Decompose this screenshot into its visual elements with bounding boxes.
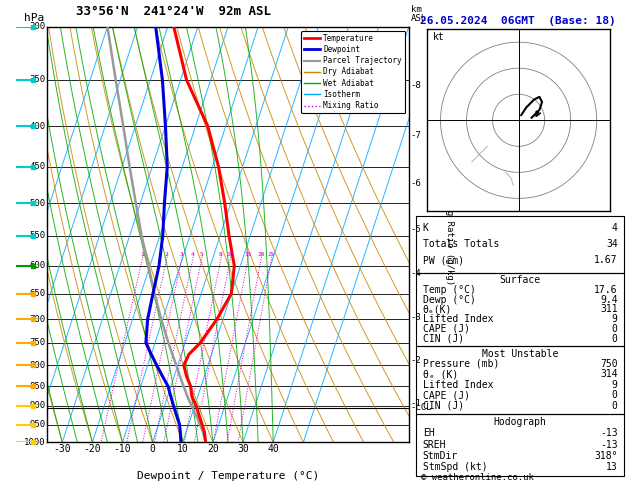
Text: -13: -13: [600, 439, 618, 450]
Text: Surface: Surface: [499, 275, 541, 285]
Text: hPa: hPa: [24, 13, 44, 22]
Text: 314: 314: [600, 369, 618, 380]
Text: 9: 9: [612, 314, 618, 324]
Text: 4: 4: [612, 223, 618, 233]
Text: -4: -4: [411, 269, 421, 278]
Bar: [416, 274, 624, 346]
Text: 500: 500: [29, 199, 45, 208]
Text: Dewp (°C): Dewp (°C): [423, 295, 476, 305]
Text: 800: 800: [29, 361, 45, 370]
Text: 30: 30: [237, 444, 249, 454]
Text: 9.4: 9.4: [600, 295, 618, 305]
Text: 20: 20: [257, 252, 265, 257]
Text: -30: -30: [53, 444, 71, 454]
Text: K: K: [423, 223, 428, 233]
Text: 0: 0: [612, 390, 618, 400]
Text: -10: -10: [114, 444, 131, 454]
Text: Most Unstable: Most Unstable: [482, 348, 559, 359]
Text: © weatheronline.co.uk: © weatheronline.co.uk: [421, 473, 534, 482]
Text: PW (cm): PW (cm): [423, 256, 464, 265]
Text: CAPE (J): CAPE (J): [423, 390, 470, 400]
Text: km
ASL: km ASL: [411, 5, 427, 22]
Bar: [416, 414, 624, 476]
Bar: [416, 346, 624, 414]
Text: 850: 850: [29, 382, 45, 391]
Bar: [416, 216, 624, 274]
Text: 17.6: 17.6: [594, 285, 618, 295]
Text: θₑ(K): θₑ(K): [423, 304, 452, 314]
Text: StmDir: StmDir: [423, 451, 458, 461]
Text: 1000: 1000: [24, 438, 45, 447]
Text: 26.05.2024  06GMT  (Base: 18): 26.05.2024 06GMT (Base: 18): [420, 16, 616, 26]
Text: 0: 0: [612, 400, 618, 411]
Text: 318°: 318°: [594, 451, 618, 461]
Text: Hodograph: Hodograph: [494, 417, 547, 427]
Text: 9: 9: [612, 380, 618, 390]
Text: 10: 10: [177, 444, 189, 454]
Text: CIN (J): CIN (J): [423, 333, 464, 344]
Text: 300: 300: [29, 22, 45, 31]
Text: kt: kt: [433, 32, 445, 42]
Text: CAPE (J): CAPE (J): [423, 324, 470, 334]
Text: 34: 34: [606, 239, 618, 249]
Text: 650: 650: [29, 289, 45, 298]
Text: Totals Totals: Totals Totals: [423, 239, 499, 249]
Text: 40: 40: [267, 444, 279, 454]
Text: CIN (J): CIN (J): [423, 400, 464, 411]
Text: -6: -6: [411, 179, 421, 188]
Text: 1: 1: [140, 252, 144, 257]
Text: Mixing Ratio (g/kg): Mixing Ratio (g/kg): [445, 183, 454, 286]
Text: 8: 8: [219, 252, 223, 257]
Text: EH: EH: [423, 428, 435, 438]
Text: Lifted Index: Lifted Index: [423, 314, 493, 324]
Text: SREH: SREH: [423, 439, 446, 450]
Text: 700: 700: [29, 314, 45, 324]
Text: Dewpoint / Temperature (°C): Dewpoint / Temperature (°C): [137, 471, 319, 481]
Text: -3: -3: [411, 313, 421, 322]
Text: 400: 400: [29, 122, 45, 131]
Text: -1: -1: [411, 399, 421, 408]
Text: 0: 0: [612, 324, 618, 334]
Text: 10: 10: [226, 252, 234, 257]
Text: 5: 5: [199, 252, 203, 257]
Text: 450: 450: [29, 162, 45, 171]
Text: θₑ (K): θₑ (K): [423, 369, 458, 380]
Text: Temp (°C): Temp (°C): [423, 285, 476, 295]
Text: 311: 311: [600, 304, 618, 314]
Text: -20: -20: [84, 444, 101, 454]
Text: 900: 900: [29, 401, 45, 410]
Text: Lifted Index: Lifted Index: [423, 380, 493, 390]
Legend: Temperature, Dewpoint, Parcel Trajectory, Dry Adiabat, Wet Adiabat, Isotherm, Mi: Temperature, Dewpoint, Parcel Trajectory…: [301, 31, 405, 113]
Text: 3: 3: [180, 252, 184, 257]
Text: 550: 550: [29, 231, 45, 241]
Text: 20: 20: [207, 444, 219, 454]
Text: -13: -13: [600, 428, 618, 438]
Text: 950: 950: [29, 420, 45, 429]
Text: 750: 750: [600, 359, 618, 369]
Text: StmSpd (kt): StmSpd (kt): [423, 462, 487, 472]
Text: 350: 350: [29, 75, 45, 85]
Text: 25: 25: [267, 252, 275, 257]
Text: -5: -5: [411, 225, 421, 234]
Text: 33°56'N  241°24'W  92m ASL: 33°56'N 241°24'W 92m ASL: [76, 5, 271, 18]
Text: 0: 0: [150, 444, 155, 454]
Text: 15: 15: [244, 252, 252, 257]
Text: Pressure (mb): Pressure (mb): [423, 359, 499, 369]
Text: -LCL: -LCL: [411, 403, 432, 412]
Text: -7: -7: [411, 131, 421, 140]
Text: 4: 4: [191, 252, 194, 257]
Text: 13: 13: [606, 462, 618, 472]
Text: 2: 2: [165, 252, 169, 257]
Text: -8: -8: [411, 81, 421, 90]
Text: -2: -2: [411, 356, 421, 365]
Text: 750: 750: [29, 338, 45, 347]
Text: 0: 0: [612, 333, 618, 344]
Text: 1.67: 1.67: [594, 256, 618, 265]
Text: 600: 600: [29, 261, 45, 270]
